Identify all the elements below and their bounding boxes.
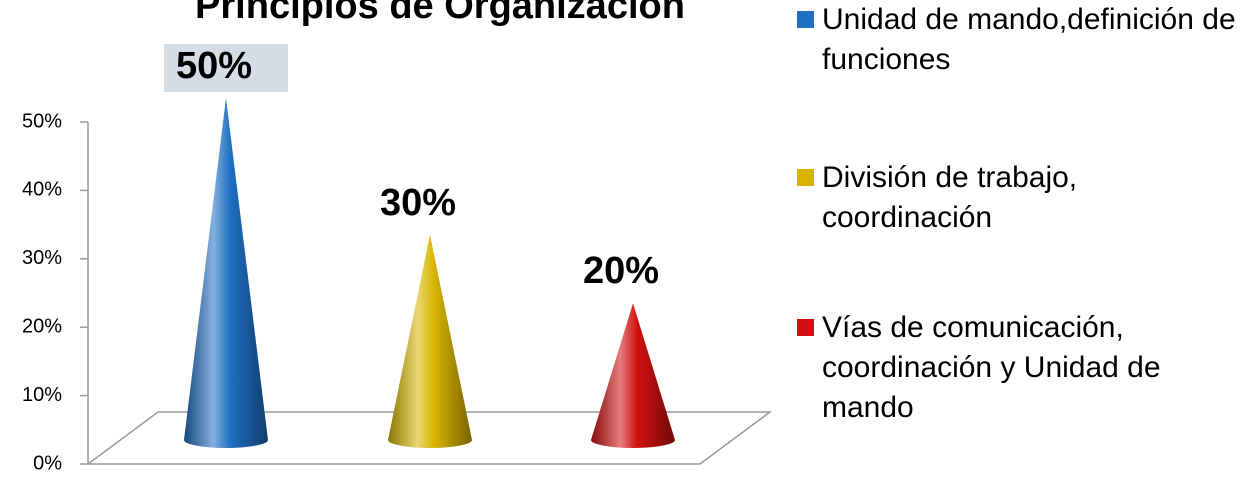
cone xyxy=(388,234,472,448)
legend-label: Vías de comunicación, coordinación y Uni… xyxy=(822,311,1161,424)
y-tick-label: 10% xyxy=(22,384,62,406)
cone xyxy=(184,98,268,448)
data-label: 50% xyxy=(176,45,252,87)
cone xyxy=(591,303,675,448)
data-label: 20% xyxy=(583,250,659,292)
legend-swatch xyxy=(797,169,814,186)
y-tick-label: 50% xyxy=(22,110,62,132)
y-tick-label: 0% xyxy=(33,452,62,474)
data-label: 30% xyxy=(380,182,456,224)
legend-item: División de trabajo, coordinación xyxy=(797,158,1237,238)
floor xyxy=(85,411,773,465)
y-tick-label: 30% xyxy=(22,247,62,269)
y-tick-label: 40% xyxy=(22,179,62,201)
legend-swatch xyxy=(797,319,814,336)
legend-label: División de trabajo, coordinación xyxy=(822,161,1078,234)
legend-item: Unidad de mando,definición de funciones xyxy=(797,0,1237,80)
legend-swatch xyxy=(797,11,814,28)
data-label-bg xyxy=(164,44,288,92)
legend-item: Vías de comunicación, coordinación y Uni… xyxy=(797,308,1237,428)
y-tick-label: 20% xyxy=(22,315,62,337)
chart-title: Principios de Organización xyxy=(195,0,685,27)
legend-label: Unidad de mando,definición de funciones xyxy=(822,3,1236,76)
